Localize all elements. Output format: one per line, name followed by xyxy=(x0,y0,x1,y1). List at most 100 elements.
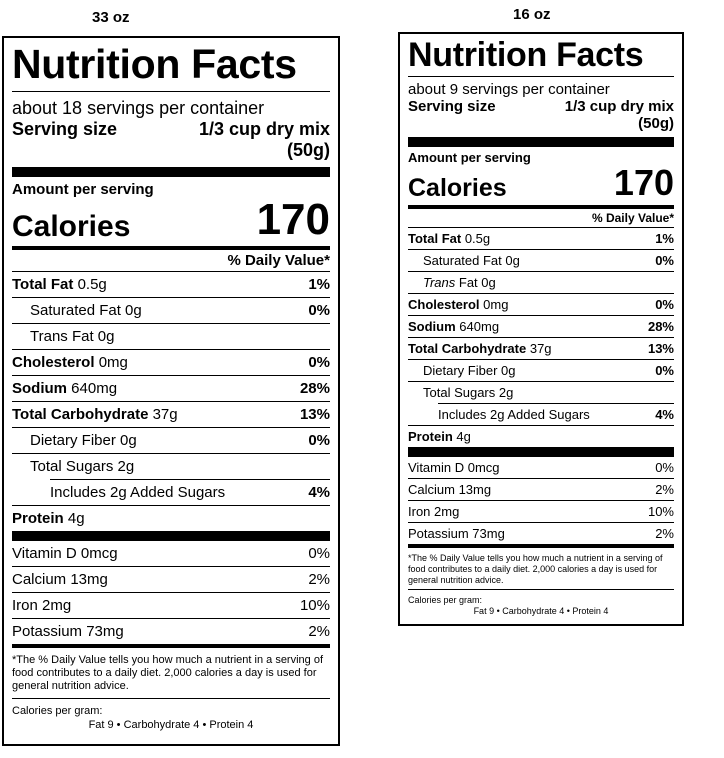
nutrient-amount: 0mg xyxy=(483,297,509,312)
label-heading: Nutrition Facts xyxy=(12,41,297,87)
size-title-33oz: 33 oz xyxy=(92,9,130,26)
calories-row: Calories 170 xyxy=(12,198,330,242)
serving-size-grams: (50g) xyxy=(286,140,330,160)
calories-label: Calories xyxy=(12,210,131,243)
nutrient-row-total-carbohydrate: Total Carbohydrate 37g 13% xyxy=(408,338,674,359)
nutrient-dv: 2% xyxy=(308,623,330,640)
servings-per-container: about 9 servings per container xyxy=(408,81,610,98)
serving-size-value: 1/3 cup dry mix xyxy=(564,98,674,115)
nutrient-name: Saturated Fat 0g xyxy=(30,302,142,319)
calories-value: 170 xyxy=(256,195,330,244)
serving-size: Serving size 1/3 cup dry mix xyxy=(12,119,330,140)
nutrient-dv: 0% xyxy=(308,302,330,319)
nutrient-row-total-fat: Total Fat 0.5g 1% xyxy=(12,272,330,297)
nutrient-name: Protein xyxy=(408,429,453,444)
nutrient-dv: 0% xyxy=(308,432,330,449)
amount-per-serving: Amount per serving xyxy=(12,181,154,198)
nutrient-name: Dietary Fiber 0g xyxy=(423,363,516,378)
calories-row: Calories 170 xyxy=(408,165,674,201)
serving-size-value: 1/3 cup dry mix xyxy=(198,119,330,139)
nutrient-dv: 0% xyxy=(655,297,674,312)
nutrient-name: Trans Fat 0g xyxy=(30,328,115,345)
nutrient-dv: 10% xyxy=(647,504,674,519)
nutrient-row-dietary-fiber: Dietary Fiber 0g 0% xyxy=(408,360,674,381)
nutrient-dv: 13% xyxy=(299,406,330,423)
nutrient-dv: 10% xyxy=(299,597,330,614)
nutrition-label-16oz: Nutrition Facts about 9 servings per con… xyxy=(398,32,684,626)
nutrient-name: Total Fat xyxy=(12,276,74,293)
daily-value-header: % Daily Value* xyxy=(227,252,330,269)
nutrient-name: Cholesterol xyxy=(12,354,95,371)
nutrient-row-sodium: Sodium 640mg 28% xyxy=(12,376,330,401)
nutrient-amount: 4g xyxy=(456,429,471,444)
nutrient-row-saturated-fat: Saturated Fat 0g 0% xyxy=(408,250,674,271)
nutrient-dv: 2% xyxy=(655,526,674,541)
nutrient-name: Total Sugars 2g xyxy=(30,458,135,475)
nutrient-dv: 0% xyxy=(308,545,330,562)
nutrient-name: Includes 2g Added Sugars xyxy=(438,407,590,422)
calories-per-gram-values: Fat 9 • Carbohydrate 4 • Protein 4 xyxy=(88,718,254,731)
nutrient-row-vitamin-d: Vitamin D 0mcg 0% xyxy=(408,457,674,478)
nutrient-name: Vitamin D 0mcg xyxy=(12,545,118,562)
calories-per-gram-values: Fat 9 • Carbohydrate 4 • Protein 4 xyxy=(473,606,609,617)
nutrient-dv: 0% xyxy=(655,363,674,378)
serving-size-label: Serving size xyxy=(12,119,118,139)
nutrient-row-sodium: Sodium 640mg 28% xyxy=(408,316,674,337)
nutrient-row-trans-fat: Trans Fat 0g xyxy=(12,324,330,349)
nutrient-dv: 28% xyxy=(647,319,674,334)
nutrient-amount: 640mg xyxy=(459,319,500,334)
nutrient-name: Total Sugars 2g xyxy=(423,385,514,400)
nutrient-dv: 1% xyxy=(655,231,674,246)
nutrient-row-calcium: Calcium 13mg 2% xyxy=(408,479,674,500)
nutrient-dv: 13% xyxy=(647,341,674,356)
label-heading: Nutrition Facts xyxy=(408,36,644,74)
daily-value-header: % Daily Value* xyxy=(591,211,674,225)
nutrient-row-vitamin-d: Vitamin D 0mcg 0% xyxy=(12,541,330,566)
nutrient-dv: 28% xyxy=(299,380,330,397)
calories-value: 170 xyxy=(613,162,674,203)
nutrient-name: Includes 2g Added Sugars xyxy=(50,484,226,501)
nutrient-name: Sodium xyxy=(12,380,67,397)
nutrient-name: Dietary Fiber 0g xyxy=(30,432,137,449)
nutrient-name: Iron 2mg xyxy=(408,504,460,519)
nutrient-amount: 0.5g xyxy=(77,276,107,293)
nutrient-amount: 4g xyxy=(67,510,85,527)
nutrient-name: Trans xyxy=(423,275,456,290)
nutrient-dv: 4% xyxy=(308,484,330,501)
nutrient-row-protein: Protein 4g xyxy=(12,506,330,531)
nutrient-row-added-sugars: Includes 2g Added Sugars 4% xyxy=(12,480,330,505)
nutrient-row-iron: Iron 2mg 10% xyxy=(12,593,330,618)
nutrient-name: Total Carbohydrate xyxy=(12,406,149,423)
nutrient-name: Total Carbohydrate xyxy=(408,341,527,356)
nutrient-name: Potassium 73mg xyxy=(12,623,124,640)
nutrient-row-protein: Protein 4g xyxy=(408,426,674,447)
nutrient-row-trans-fat: Trans Fat 0g xyxy=(408,272,674,293)
nutrient-name: Saturated Fat 0g xyxy=(423,253,520,268)
nutrient-dv: 0% xyxy=(655,253,674,268)
nutrient-row-dietary-fiber: Dietary Fiber 0g 0% xyxy=(12,428,330,453)
nutrient-name: Calcium 13mg xyxy=(12,571,108,588)
nutrient-dv: 1% xyxy=(308,276,330,293)
nutrient-amount: Fat 0g xyxy=(458,275,496,290)
nutrient-row-iron: Iron 2mg 10% xyxy=(408,501,674,522)
nutrition-label-33oz: Nutrition Facts about 18 servings per co… xyxy=(2,36,340,746)
nutrient-dv: 4% xyxy=(655,407,674,422)
nutrient-row-calcium: Calcium 13mg 2% xyxy=(12,567,330,592)
calories-label: Calories xyxy=(408,174,507,202)
serving-size-label: Serving size xyxy=(408,98,496,115)
calories-per-gram-label: Calories per gram: xyxy=(408,595,483,606)
nutrient-name: Sodium xyxy=(408,319,456,334)
nutrient-name: Total Fat xyxy=(408,231,462,246)
nutrient-row-saturated-fat: Saturated Fat 0g 0% xyxy=(12,298,330,323)
nutrient-row-total-carbohydrate: Total Carbohydrate 37g 13% xyxy=(12,402,330,427)
nutrient-row-total-sugars: Total Sugars 2g xyxy=(12,454,330,479)
nutrient-dv: 2% xyxy=(308,571,330,588)
nutrient-amount: 0mg xyxy=(98,354,128,371)
calories-per-gram-label: Calories per gram: xyxy=(12,704,103,717)
nutrient-row-total-fat: Total Fat 0.5g 1% xyxy=(408,228,674,249)
nutrient-row-potassium: Potassium 73mg 2% xyxy=(12,619,330,644)
nutrient-row-potassium: Potassium 73mg 2% xyxy=(408,523,674,544)
size-title-16oz: 16 oz xyxy=(513,6,551,23)
amount-per-serving: Amount per serving xyxy=(408,150,531,165)
nutrient-dv: 0% xyxy=(655,460,674,475)
